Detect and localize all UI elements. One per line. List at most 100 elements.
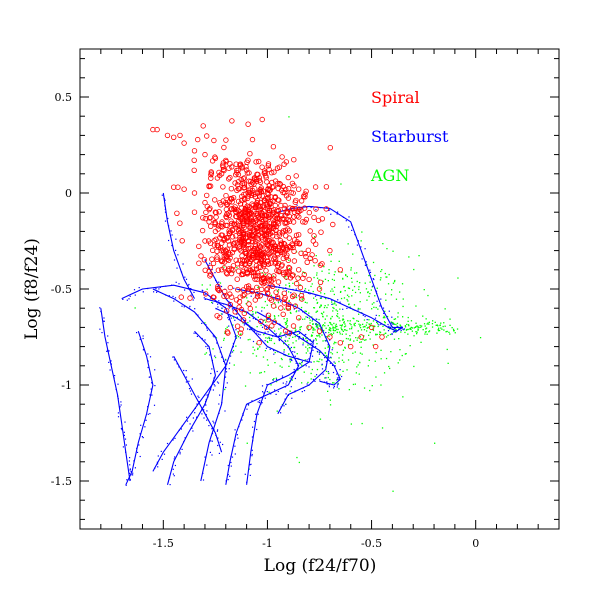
agn-point: [345, 274, 347, 277]
spiral-point: [202, 215, 209, 222]
starburst-point: [191, 378, 193, 380]
spiral-point: [267, 250, 273, 256]
starburst-point: [192, 417, 194, 419]
agn-point: [354, 291, 357, 294]
agn-point: [270, 339, 272, 342]
spiral-point: [263, 233, 270, 239]
agn-point: [440, 327, 442, 329]
starburst-point: [117, 383, 119, 385]
agn-point: [324, 347, 326, 349]
agn-point: [369, 331, 371, 334]
agn-point: [326, 306, 328, 309]
spiral-point: [316, 328, 323, 334]
y-axis-label: Log (f8/f24): [22, 238, 42, 340]
spiral-point: [265, 163, 271, 169]
agn-point: [456, 328, 459, 330]
starburst-point: [201, 413, 203, 415]
starburst-point: [356, 244, 358, 246]
agn-point: [329, 399, 331, 401]
agn-point: [316, 343, 318, 345]
starburst-point: [119, 406, 121, 408]
spiral-point: [248, 215, 254, 221]
starburst-point: [279, 324, 281, 326]
spiral-point: [296, 241, 303, 247]
agn-point: [308, 312, 310, 314]
starburst-point: [372, 285, 374, 287]
spiral-point: [227, 174, 233, 181]
spiral-point: [249, 201, 255, 207]
spiral-point: [273, 212, 279, 218]
starburst-point: [230, 317, 232, 319]
agn-point: [444, 325, 446, 327]
agn-point: [350, 328, 353, 330]
spiral-point: [237, 330, 244, 336]
agn-point: [336, 331, 338, 334]
spiral-point: [296, 231, 302, 238]
spiral-point: [191, 157, 197, 163]
agn-point: [398, 327, 400, 329]
starburst-point: [308, 366, 310, 368]
spiral-point: [245, 238, 251, 244]
spiral-point: [259, 260, 266, 266]
starburst-point: [187, 288, 189, 290]
starburst-point: [214, 272, 216, 274]
spiral-point: [273, 227, 279, 234]
starburst-point: [242, 309, 244, 311]
agn-point: [333, 274, 335, 276]
starburst-point: [302, 338, 304, 340]
agn-point: [355, 337, 357, 339]
spiral-point: [211, 197, 218, 203]
starburst-point: [208, 267, 210, 269]
agn-point: [382, 325, 384, 327]
starburst-point: [201, 337, 203, 340]
agn-point: [351, 326, 353, 328]
spiral-point: [255, 291, 261, 297]
spiral-point: [238, 205, 245, 211]
agn-point: [351, 332, 354, 334]
spiral-point: [275, 268, 282, 274]
agn-point: [390, 351, 392, 353]
agn-point: [285, 276, 287, 278]
spiral-point: [285, 271, 292, 277]
agn-point: [304, 318, 306, 320]
agn-point: [363, 387, 366, 389]
starburst-point: [283, 405, 285, 407]
spiral-point: [301, 271, 307, 278]
agn-point: [345, 337, 348, 340]
starburst-point: [278, 335, 280, 337]
starburst-point: [312, 340, 314, 342]
starburst-point: [285, 287, 287, 289]
agn-point: [252, 346, 254, 348]
agn-point: [240, 333, 242, 335]
starburst-point: [167, 217, 169, 220]
starburst-point: [173, 458, 175, 460]
starburst-point: [306, 383, 308, 385]
agn-point: [330, 290, 332, 292]
agn-point: [354, 325, 356, 327]
starburst-point: [234, 439, 236, 441]
spiral-point: [305, 247, 311, 253]
starburst-point: [185, 376, 188, 378]
starburst-point: [230, 461, 232, 464]
starburst-point: [247, 324, 249, 326]
agn-point: [428, 331, 430, 333]
spiral-point: [368, 324, 375, 331]
starburst-point: [322, 373, 324, 375]
spiral-point: [233, 167, 240, 174]
spiral-point: [225, 176, 232, 182]
starburst-point: [267, 331, 269, 333]
agn-point: [280, 337, 282, 339]
agn-point: [278, 328, 280, 330]
agn-point: [288, 268, 291, 270]
starburst-point: [314, 295, 317, 297]
spiral-point: [234, 276, 240, 282]
agn-point: [342, 370, 344, 372]
spiral-point: [296, 315, 302, 321]
starburst-point: [257, 413, 259, 415]
spiral-point: [229, 227, 236, 234]
spiral-point: [241, 184, 248, 190]
agn-point: [387, 334, 389, 337]
agn-point: [380, 349, 382, 351]
agn-point: [316, 302, 318, 304]
spiral-point: [228, 218, 234, 224]
